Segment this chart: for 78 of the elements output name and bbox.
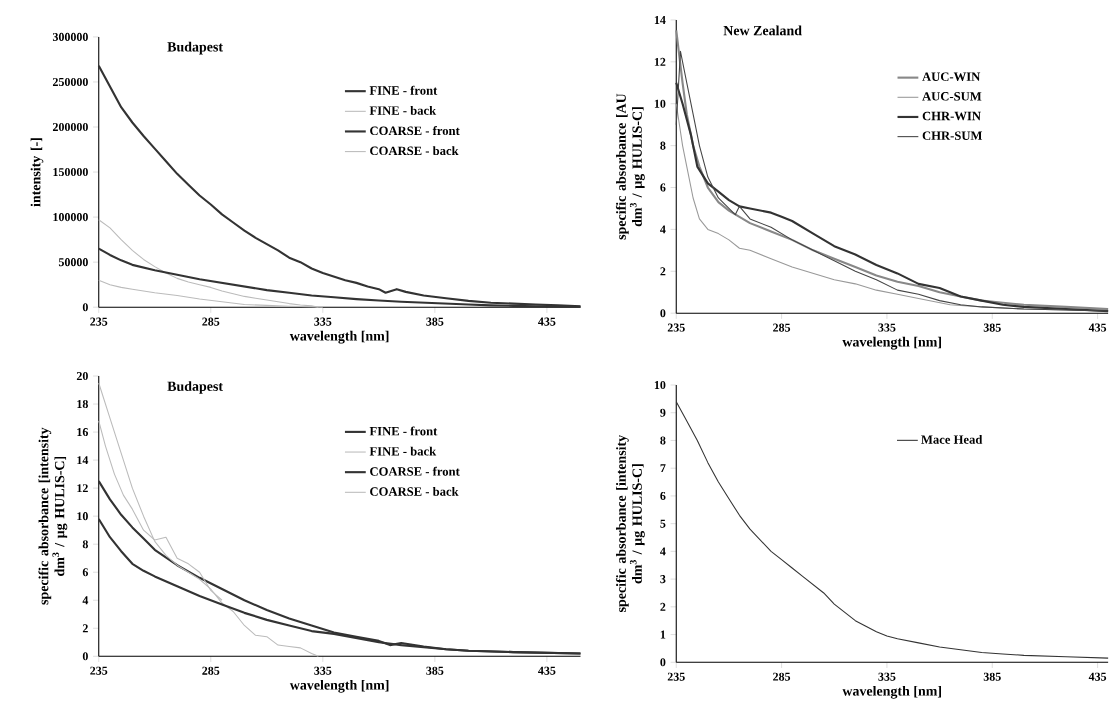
y-tick-label: 100000 [53,212,88,222]
legend-label: FINE - front [369,426,438,436]
legend-label: FINE - front [369,85,438,95]
legend-label: COARSE - back [370,486,459,496]
x-axis-title: wavelength [nm] [289,679,389,693]
y-tick-label: 12 [77,484,88,493]
x-axis-title: wavelength [nm] [289,330,389,344]
x-tick-label: 285 [773,672,791,681]
x-tick-label: 285 [202,666,220,675]
legend-label: COARSE - front [370,125,460,135]
x-tick-label: 435 [538,317,556,326]
y-tick-label: 150000 [53,167,88,177]
x-tick-label: 385 [426,666,444,675]
legend-label: AUC-SUM [922,92,982,101]
x-tick-label: 385 [426,317,444,326]
y-tick-label: 7 [660,464,666,473]
x-tick-label: 385 [983,672,1001,681]
y-tick-label: 18 [77,399,88,409]
y-tick-label: 50000 [58,258,88,267]
y-tick-label: 250000 [52,77,88,86]
y-tick-label: 4 [660,547,666,556]
y-tick-label: 0 [660,658,666,667]
y-tick-label: 8 [660,436,666,445]
x-tick-label: 385 [983,323,1001,332]
y-tick-label: 14 [77,456,89,464]
x-tick-label: 285 [202,317,220,326]
x-tick-label: 235 [667,323,685,332]
legend-label: AUC-WIN [922,72,981,81]
x-tick-label: 435 [538,666,556,675]
y-tick-label: 10 [654,99,666,108]
y-tick-label: 14 [654,15,666,24]
x-axis-title: wavelength [nm] [842,336,941,350]
legend-label: CHR-SUM [922,131,983,140]
y-tick-label: 2 [660,602,666,611]
y-tick-label: 6 [660,491,666,500]
y-tick-label: 10 [654,380,666,389]
x-tick-label: 235 [90,666,108,675]
y-tick-label: 300000 [52,32,88,41]
y-tick-label: 8 [82,540,88,549]
y-tick-label: 1 [660,630,666,639]
x-tick-label: 335 [314,317,332,326]
y-tick-label: 3 [660,575,666,584]
y-tick-label: 9 [660,408,666,417]
legend-label: Mace Head [921,434,983,444]
y-tick-label: 16 [77,427,89,437]
y-tick-label: 2 [82,624,88,633]
y-tick-label: 0 [660,309,666,318]
legend-label: FINE - back [369,105,437,115]
x-tick-label: 435 [1088,323,1107,332]
y-tick-label: 4 [82,596,89,605]
y-tick-label: 5 [660,519,666,528]
y-tick-label: 20 [76,371,88,380]
legend-label: CHR-WIN [922,111,981,121]
chart-title: New Zealand [723,25,802,36]
legend-label: COARSE - back [370,146,459,156]
y-axis-title: intensity [-] [30,138,44,207]
y-tick-label: 4 [660,225,666,234]
x-tick-label: 335 [878,323,896,332]
x-tick-label: 435 [1088,672,1107,681]
chart-title: Budapest [167,381,223,394]
y-tick-label: 200000 [52,122,88,131]
y-tick-label: 12 [654,57,666,66]
y-tick-label: 0 [82,652,88,661]
x-axis-title: wavelength [nm] [842,685,941,699]
legend-label: COARSE - front [370,466,460,476]
y-tick-label: 6 [660,183,666,192]
x-tick-label: 335 [878,672,896,681]
y-tick-label: 6 [82,568,89,577]
y-tick-label: 2 [660,267,666,276]
y-tick-label: 0 [82,303,88,312]
y-tick-label: 8 [660,141,666,150]
x-tick-label: 235 [90,317,108,326]
y-tick-label: 10 [77,512,88,521]
x-tick-label: 235 [667,672,685,681]
chart-title: Budapest [167,41,223,55]
legend-label: FINE - back [369,446,437,456]
x-tick-label: 335 [314,666,332,675]
x-tick-label: 285 [773,323,791,332]
